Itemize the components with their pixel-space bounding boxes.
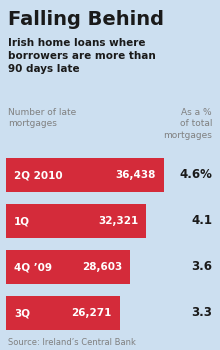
Text: Source: Ireland’s Central Bank: Source: Ireland’s Central Bank bbox=[8, 338, 136, 347]
Text: 26,271: 26,271 bbox=[72, 308, 112, 318]
Text: As a %
of total
mortgages: As a % of total mortgages bbox=[163, 108, 212, 140]
FancyBboxPatch shape bbox=[6, 296, 120, 330]
FancyBboxPatch shape bbox=[6, 158, 164, 192]
Text: Number of late
mortgages: Number of late mortgages bbox=[8, 108, 76, 128]
Text: Irish home loans where
borrowers are more than
90 days late: Irish home loans where borrowers are mor… bbox=[8, 38, 156, 75]
Text: 3.3: 3.3 bbox=[191, 307, 212, 320]
Text: 4Q ’09: 4Q ’09 bbox=[14, 262, 52, 272]
Text: 36,438: 36,438 bbox=[116, 170, 156, 180]
Text: Falling Behind: Falling Behind bbox=[8, 10, 164, 29]
Text: 2Q 2010: 2Q 2010 bbox=[14, 170, 63, 180]
Text: 3Q: 3Q bbox=[14, 308, 30, 318]
Text: 3.6: 3.6 bbox=[191, 260, 212, 273]
Text: 1Q: 1Q bbox=[14, 216, 30, 226]
Text: 4.6%: 4.6% bbox=[179, 168, 212, 182]
Text: 28,603: 28,603 bbox=[82, 262, 122, 272]
FancyBboxPatch shape bbox=[6, 250, 130, 284]
Text: 32,321: 32,321 bbox=[98, 216, 138, 226]
Text: 4.1: 4.1 bbox=[191, 215, 212, 228]
FancyBboxPatch shape bbox=[6, 204, 146, 238]
